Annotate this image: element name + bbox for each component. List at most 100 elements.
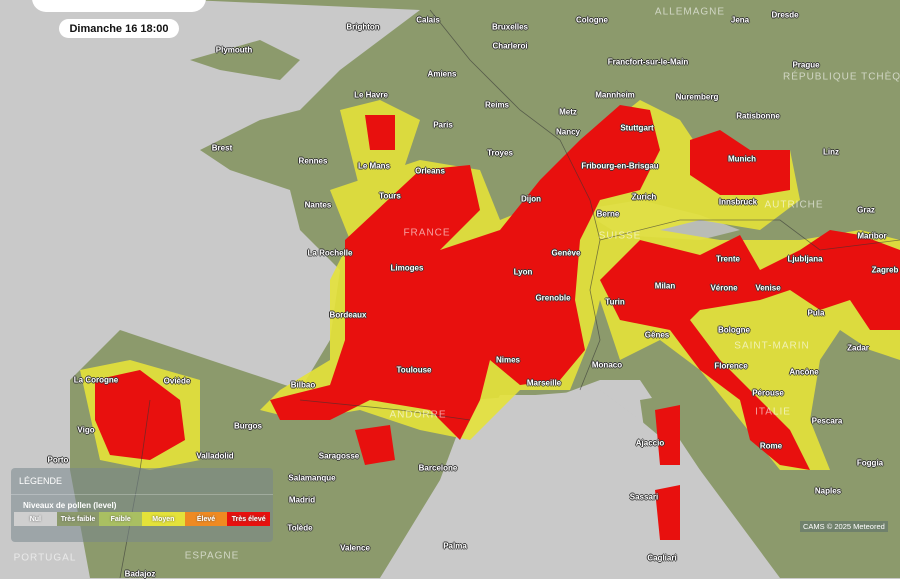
city-label: Le Havre [354,90,388,100]
city-label: La Rochelle [307,248,353,258]
city-label: Pula [807,308,825,318]
city-label: Dresde [771,10,799,20]
city-label: Palma [443,541,467,551]
city-label: Badajoz [124,569,156,579]
city-label: Calais [416,15,440,25]
city-label: Genève [551,248,581,258]
city-label: Rennes [298,156,328,166]
city-label: Fribourg-en-Brisgau [581,161,659,171]
city-label: Ljubljana [787,254,823,264]
pollen-level-tres-eleve [95,105,900,540]
city-label: Saragosse [318,451,360,461]
date-time-selector[interactable]: Dimanche 16 18:00 [59,19,179,38]
city-label: Berne [596,209,620,219]
city-label: Brest [211,143,233,153]
city-label: Barcelone [418,463,458,473]
city-label: Ancône [789,367,819,377]
city-label: Turin [605,297,625,307]
city-label: Grenoble [535,293,571,303]
city-label: Nuremberg [675,92,719,102]
city-label: Mannheim [595,90,635,100]
country-label: RÉPUBLIQUE TCHÈQUE [783,71,900,83]
city-label: Vérone [710,283,738,293]
legend-panel: LÉGENDE Niveaux de pollen (level) Nul Tr… [11,468,273,542]
city-label: Reims [484,100,510,110]
legend-level-moyen: Moyen [142,512,185,526]
city-label: Le Mans [357,161,391,171]
city-label: Vigo [77,425,95,435]
country-label: PORTUGAL [13,552,77,564]
city-label: Brighton [346,22,380,32]
city-label: Bruxelles [491,22,529,32]
legend-level-tres-eleve: Très élevé [227,512,271,526]
city-label: Milan [654,281,676,291]
legend-scale: Nul Très faible Faible Moyen Élevé Très … [14,512,271,526]
country-label: SUISSE [598,230,642,242]
city-label: Limoges [390,263,424,273]
city-label: Dijon [521,194,541,204]
country-label: FRANCE [403,227,451,239]
city-label: Trente [715,254,741,264]
country-label: SAINT-MARIN [734,340,810,352]
city-label: Prague [792,60,820,70]
city-label: Cologne [576,15,608,25]
city-label: Nantes [304,200,332,210]
city-label: Monaco [591,360,623,370]
city-label: Paris [433,120,453,130]
city-label: Francfort-sur-le-Main [607,57,689,67]
city-label: Charleroi [492,41,528,51]
city-label: Bordeaux [329,310,367,320]
city-label: Orleans [415,166,445,176]
header-panel [32,0,206,12]
city-label: Jena [730,15,750,25]
city-label: Bilbao [290,380,316,390]
city-label: Valence [340,543,370,553]
city-label: Innsbruck [718,197,758,207]
city-label: Burgos [234,421,262,431]
city-label: Toulouse [396,365,432,375]
city-label: Florence [714,361,748,371]
city-label: Porto [47,455,69,465]
city-label: Sassari [629,492,659,502]
city-label: Bologne [718,325,750,335]
city-label: Zadar [847,343,869,353]
city-label: Gênes [644,330,670,340]
city-label: Pérouse [752,388,784,398]
city-label: Cagliari [647,553,677,563]
city-label: Marseille [526,378,562,388]
city-label: Metz [559,107,577,117]
legend-level-faible: Faible [99,512,143,526]
city-label: Ajaccio [635,438,665,448]
city-label: Graz [857,205,875,215]
city-label: Zurich [631,192,657,202]
city-label: Amiens [427,69,457,79]
city-label: Stuttgart [620,123,654,133]
legend-level-eleve: Élevé [184,512,228,526]
city-label: Tolède [287,523,313,533]
legend-subtitle: Niveaux de pollen (level) [23,501,117,510]
city-label: Plymouth [215,45,253,55]
city-label: Valladolid [196,451,234,461]
legend-level-nul: Nul [14,512,57,526]
country-label: ESPAGNE [184,550,240,562]
city-label: Foggia [856,458,884,468]
city-label: Maribor [857,231,887,241]
city-label: Linz [823,147,839,157]
city-label: Munich [728,154,756,164]
city-label: Naples [814,486,842,496]
city-label: Venise [755,283,781,293]
city-label: Zagreb [871,265,899,275]
city-label: Ratisbonne [736,111,780,121]
city-label: Oviède [163,376,191,386]
city-label: Rome [759,441,783,451]
country-label: ITALIE [755,406,791,418]
legend-title[interactable]: LÉGENDE [11,468,273,495]
attribution: CAMS © 2025 Meteored [800,521,888,532]
country-label: ANDORRE [389,409,447,421]
country-label: AUTRICHE [764,199,824,211]
legend-level-tres-faible: Très faible [56,512,100,526]
city-label: La Corogne [73,375,119,385]
city-label: Salamanque [288,473,336,483]
country-label: ALLEMAGNE [654,6,726,18]
